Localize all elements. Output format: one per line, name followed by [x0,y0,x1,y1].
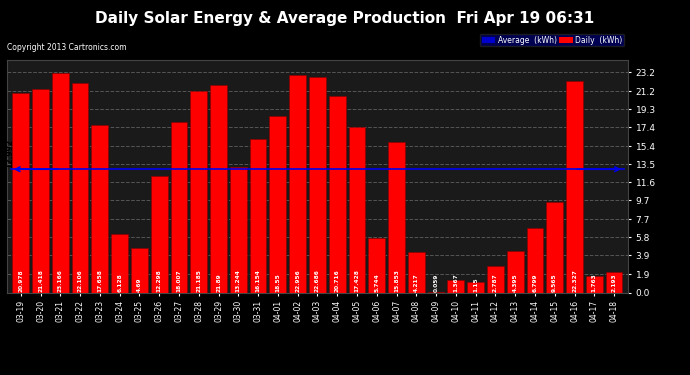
Bar [32,89,49,292]
Text: 1.367: 1.367 [453,273,458,291]
Bar [467,282,484,292]
Bar [269,117,286,292]
Text: 17.428: 17.428 [355,268,359,291]
Bar [170,122,188,292]
Text: 12.992: 12.992 [630,139,639,168]
Text: 21.89: 21.89 [216,273,221,291]
Bar [368,238,385,292]
Text: 2.193: 2.193 [611,273,617,291]
Bar [210,85,227,292]
Text: 23.166: 23.166 [58,268,63,291]
Bar [447,279,464,292]
Bar [586,276,602,292]
Bar [111,234,128,292]
Bar [151,176,168,292]
Bar [388,142,405,292]
Text: 5.744: 5.744 [374,273,380,291]
Text: 18.007: 18.007 [177,269,181,291]
Bar [546,202,563,292]
Text: 15.853: 15.853 [394,268,399,291]
Text: 4.217: 4.217 [414,273,419,291]
Text: 20.978: 20.978 [18,269,23,291]
Text: 1.15: 1.15 [473,277,478,291]
Text: 2.787: 2.787 [493,273,498,291]
Text: 0.059: 0.059 [433,273,439,291]
Bar [190,92,207,292]
Text: 21.185: 21.185 [196,268,201,291]
Text: 16.154: 16.154 [255,268,261,291]
Bar [606,272,622,292]
Bar [328,96,346,292]
Bar [92,125,108,292]
Bar [52,73,69,292]
Text: 18.55: 18.55 [275,273,280,291]
Text: 12.992: 12.992 [5,139,14,168]
Text: 13.244: 13.244 [236,268,241,291]
Text: 22.686: 22.686 [315,268,320,291]
Bar [309,77,326,292]
Bar [506,251,524,292]
Bar [566,81,583,292]
Bar [408,252,424,292]
Text: 6.799: 6.799 [533,273,538,291]
Text: 9.565: 9.565 [552,273,558,291]
Bar [289,75,306,292]
Text: Daily Solar Energy & Average Production  Fri Apr 19 06:31: Daily Solar Energy & Average Production … [95,11,595,26]
Text: 20.716: 20.716 [335,269,339,291]
Text: 21.418: 21.418 [38,268,43,291]
Text: 22.327: 22.327 [572,268,577,291]
Text: 22.956: 22.956 [295,269,300,291]
Bar [348,127,366,292]
Bar [526,228,543,292]
Bar [72,83,88,292]
Text: Copyright 2013 Cartronics.com: Copyright 2013 Cartronics.com [7,43,126,52]
Legend: Average  (kWh), Daily  (kWh): Average (kWh), Daily (kWh) [480,34,624,46]
Text: 17.658: 17.658 [97,268,102,291]
Text: 12.298: 12.298 [157,269,161,291]
Bar [230,167,247,292]
Bar [487,266,504,292]
Text: 6.128: 6.128 [117,273,122,291]
Text: 22.106: 22.106 [77,269,83,291]
Bar [131,248,148,292]
Bar [12,93,29,292]
Bar [250,139,266,292]
Text: 4.395: 4.395 [513,273,518,291]
Text: 4.69: 4.69 [137,277,142,291]
Text: 1.763: 1.763 [592,273,597,291]
